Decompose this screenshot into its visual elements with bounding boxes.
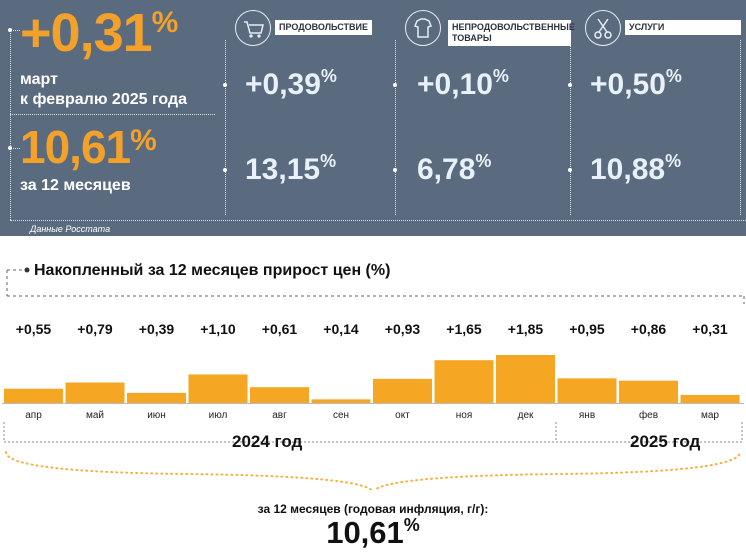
bar-авг [250, 387, 309, 403]
bar-мар [680, 394, 740, 403]
divider [740, 40, 741, 215]
category-label-food: ПРОДОВОЛЬСТВИЕ [275, 20, 373, 35]
month-label: окт [395, 410, 410, 421]
bar-chart [2, 355, 744, 404]
bar-май [65, 382, 125, 403]
marker-dot [568, 83, 572, 87]
divider [225, 40, 226, 215]
divider [10, 148, 20, 149]
bar-дек [496, 355, 555, 403]
bar-value-label: +0,39 [138, 321, 175, 337]
bar-value-label: +1,10 [200, 321, 236, 337]
bar-сен [311, 399, 371, 403]
month-label: июн [147, 410, 166, 421]
scissors-icon [585, 10, 621, 46]
year-label-2025: 2025 год [630, 432, 701, 451]
bar-value-label: +0,95 [569, 321, 605, 337]
services-monthly-value: +0,50% [590, 66, 682, 101]
shopping-cart-icon [235, 10, 271, 46]
nonfood-monthly-value: +0,10% [417, 66, 509, 101]
bar-апр [4, 388, 63, 403]
bar-янв [557, 378, 617, 403]
bar-value-label: +1,65 [446, 321, 482, 337]
month-label: янв [578, 410, 596, 421]
bar-value-label: +0,14 [323, 321, 359, 337]
monthly-period-label: март к февралю 2025 года [20, 71, 188, 108]
divider [10, 114, 215, 115]
marker-dot [8, 28, 12, 32]
chart-title-frame [6, 267, 745, 304]
food-monthly-value: +0,39% [245, 66, 337, 101]
category-label-services: УСЛУГИ [625, 20, 741, 35]
month-label: мар [701, 410, 719, 421]
source-note: Данные Росстата [30, 224, 111, 234]
year-brackets [3, 422, 743, 490]
month-label: апр [25, 410, 42, 421]
bar-июн [127, 392, 186, 403]
marker-dot [223, 168, 227, 172]
bar-value-label: +0,31 [692, 321, 728, 337]
nonfood-annual-value: 6,78% [417, 151, 492, 186]
bar-value-label: +0,86 [630, 321, 667, 337]
clothes-icon [405, 10, 441, 46]
year-label-2024: 2024 год [232, 432, 303, 451]
bar-value-label: +0,93 [384, 321, 421, 337]
marker-dot [393, 168, 397, 172]
summary-panel: +0,31% март к февралю 2025 года 10,61% з… [0, 0, 746, 236]
month-label: авг [272, 410, 287, 421]
bar-июл [188, 374, 248, 403]
marker-dot [8, 146, 12, 150]
annual-inflation-total: 10,61% [326, 515, 420, 550]
monthly-inflation-value: +0,31% [20, 3, 178, 63]
chart-title: Накопленный за 12 месяцев прирост цен (%… [34, 262, 391, 279]
month-label: май [85, 410, 105, 421]
month-label: фев [638, 410, 659, 421]
bar-окт [373, 378, 432, 403]
month-label: ноя [455, 410, 473, 421]
bar-value-label: +0,61 [261, 321, 298, 337]
bar-value-label: +1,85 [507, 321, 544, 337]
annual-inflation-value: 10,61% [20, 121, 157, 173]
food-annual-value: 13,15% [245, 151, 337, 186]
month-label: дек [517, 410, 534, 421]
month-label: июл [208, 410, 228, 421]
divider [395, 40, 396, 215]
marker-dot [393, 83, 397, 87]
bar-ноя [434, 360, 494, 403]
marker-dot [568, 168, 572, 172]
annual-period-label: за 12 месяцев [20, 177, 131, 194]
annual-inflation-label: за 12 месяцев (годовая инфляция, г/г): [257, 502, 489, 516]
divider [10, 220, 746, 221]
bar-value-label: +0,79 [77, 321, 113, 337]
services-annual-value: 10,88% [590, 151, 682, 186]
divider [570, 40, 571, 215]
divider [10, 30, 11, 220]
marker-dot [223, 83, 227, 87]
bar-value-label: +0,55 [15, 321, 52, 337]
bar-фев [619, 380, 678, 403]
category-label-nonfood: НЕПРОДОВОЛЬСТВЕННЫЕ ТОВАРЫ [448, 20, 575, 46]
divider [10, 30, 20, 31]
month-label: сен [332, 410, 350, 421]
